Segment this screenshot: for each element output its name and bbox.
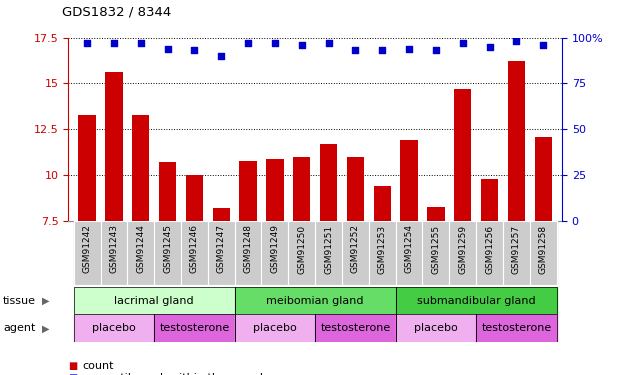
Text: submandibular gland: submandibular gland [417,296,535,306]
Bar [74,221,101,285]
Bar [396,287,556,315]
Text: GSM91248: GSM91248 [243,224,253,273]
Bar [530,221,556,285]
Bar [132,115,150,221]
Point [458,40,468,46]
Bar [266,159,284,221]
Bar [127,221,154,285]
Point [109,40,119,46]
Bar [476,221,503,285]
Bar [293,157,310,221]
Text: ■: ■ [68,373,78,375]
Bar [503,221,530,285]
Text: tissue: tissue [3,296,36,306]
Text: GSM91252: GSM91252 [351,224,360,273]
Bar [212,209,230,221]
Bar [101,221,127,285]
Text: GSM91257: GSM91257 [512,224,521,274]
Bar [342,221,369,285]
Point [378,47,388,53]
Bar [427,207,445,221]
Point [431,47,441,53]
Bar [320,144,337,221]
Text: GSM91251: GSM91251 [324,224,333,274]
Bar [78,115,96,221]
Text: placebo: placebo [253,323,297,333]
Point [216,53,226,59]
Bar [235,314,315,342]
Text: GSM91259: GSM91259 [458,224,467,274]
Text: ▶: ▶ [42,296,50,306]
Bar [396,314,476,342]
Text: placebo: placebo [414,323,458,333]
Bar [396,221,422,285]
Bar [74,314,154,342]
Text: agent: agent [3,323,35,333]
Text: GSM91242: GSM91242 [83,224,91,273]
Text: testosterone: testosterone [160,323,230,333]
Text: ■: ■ [68,361,78,370]
Text: meibomian gland: meibomian gland [266,296,364,306]
Bar [422,221,450,285]
Point [243,40,253,46]
Point [136,40,146,46]
Point [189,47,199,53]
Text: percentile rank within the sample: percentile rank within the sample [82,373,270,375]
Bar [347,157,364,221]
Point [484,44,494,50]
Bar [288,221,315,285]
Text: GSM91244: GSM91244 [136,224,145,273]
Bar [450,221,476,285]
Point [350,47,360,53]
Point [270,40,280,46]
Text: GSM91256: GSM91256 [485,224,494,274]
Text: count: count [82,361,114,370]
Bar [481,179,498,221]
Bar [315,314,396,342]
Text: GSM91253: GSM91253 [378,224,387,274]
Bar [454,89,471,221]
Bar [401,140,418,221]
Text: GSM91243: GSM91243 [109,224,119,273]
Bar [208,221,235,285]
Text: testosterone: testosterone [320,323,391,333]
Point [82,40,92,46]
Point [538,42,548,48]
Point [297,42,307,48]
Bar [535,137,552,221]
Text: GSM91250: GSM91250 [297,224,306,274]
Bar [508,62,525,221]
Bar [235,221,261,285]
Text: GSM91249: GSM91249 [270,224,279,273]
Bar [154,314,235,342]
Text: GSM91254: GSM91254 [404,224,414,273]
Bar [235,287,396,315]
Point [512,38,522,44]
Text: placebo: placebo [92,323,136,333]
Bar [261,221,288,285]
Bar [315,221,342,285]
Bar [181,221,208,285]
Text: testosterone: testosterone [481,323,551,333]
Bar [105,72,122,221]
Text: GDS1832 / 8344: GDS1832 / 8344 [62,6,171,19]
Bar [74,287,235,315]
Text: lacrimal gland: lacrimal gland [114,296,194,306]
Bar [373,186,391,221]
Bar [154,221,181,285]
Bar [159,162,176,221]
Text: GSM91255: GSM91255 [432,224,440,274]
Text: GSM91247: GSM91247 [217,224,226,273]
Bar [239,160,257,221]
Text: GSM91246: GSM91246 [190,224,199,273]
Point [324,40,333,46]
Text: ▶: ▶ [42,323,50,333]
Point [163,45,173,51]
Text: GSM91258: GSM91258 [539,224,548,274]
Bar [369,221,396,285]
Text: GSM91245: GSM91245 [163,224,172,273]
Bar [476,314,556,342]
Point [404,45,414,51]
Bar [186,175,203,221]
